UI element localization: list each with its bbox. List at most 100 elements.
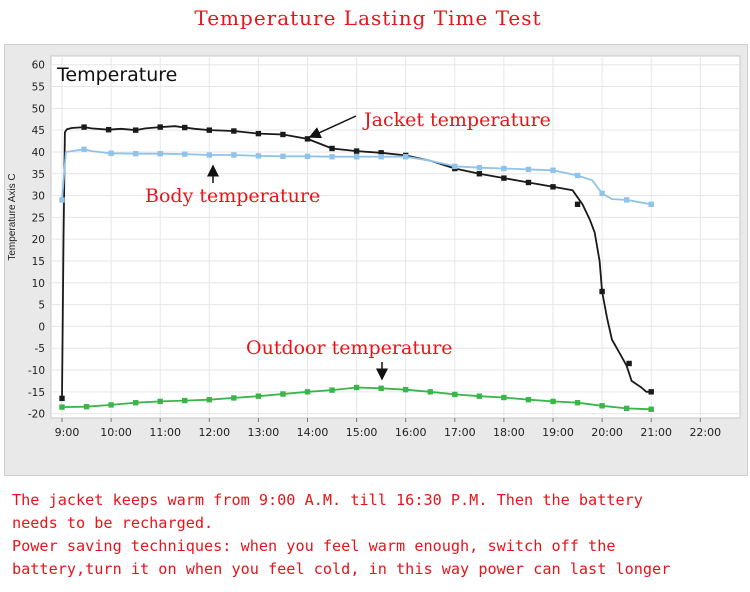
annotation-outdoor-temperature: Outdoor temperature	[246, 337, 453, 359]
outdoor-temperature-point	[231, 395, 237, 401]
y-tick-label: 50	[32, 103, 45, 115]
y-axis-label: Temperature Axis C	[7, 173, 18, 260]
body-temperature-point	[452, 163, 458, 170]
notes-block: The jacket keeps warm from 9:00 A.M. til…	[12, 489, 748, 581]
jacket-temperature-point	[157, 124, 163, 130]
body-temperature-point	[403, 154, 409, 160]
jacket-temperature-point	[574, 201, 581, 207]
annotation-jacket-temperature: Jacket temperature	[362, 109, 551, 131]
notes-line-2: needs to be recharged.	[12, 514, 214, 532]
outdoor-temperature-point	[329, 387, 335, 393]
outdoor-temperature-point	[648, 406, 654, 412]
notes-line-3: Power saving techniques: when you feel w…	[12, 537, 616, 555]
y-tick-label: 60	[32, 60, 45, 72]
annotation-body-temperature: Body temperature	[145, 185, 320, 207]
body-temperature-point	[329, 154, 335, 160]
x-tick-label: 15:00	[346, 426, 378, 439]
jacket-temperature-point	[501, 175, 507, 181]
y-tick-label: 10	[32, 278, 45, 290]
jacket-temperature-point	[648, 389, 654, 395]
outdoor-temperature-point	[452, 391, 458, 398]
jacket-temperature-point	[206, 127, 212, 133]
outdoor-temperature-point	[403, 386, 409, 393]
outdoor-temperature-point	[59, 404, 65, 410]
jacket-temperature-point	[59, 395, 65, 402]
jacket-temperature-point	[280, 131, 286, 138]
chart-title: Temperature	[56, 64, 177, 86]
outdoor-temperature-point	[108, 402, 114, 408]
outdoor-temperature-point	[280, 391, 286, 397]
outdoor-temperature-point	[525, 396, 532, 403]
body-temperature-point	[206, 152, 212, 158]
body-temperature-point	[501, 165, 507, 172]
x-tick-label: 18:00	[493, 426, 525, 439]
body-temperature-point	[623, 197, 630, 203]
y-tick-label: 25	[32, 212, 45, 224]
outdoor-temperature-point	[378, 385, 384, 392]
body-temperature-point	[59, 197, 65, 203]
body-temperature-point	[157, 150, 163, 157]
jacket-temperature-point	[550, 184, 556, 190]
x-tick-label: 9:00	[55, 426, 80, 439]
y-tick-label: 45	[32, 125, 45, 137]
jacket-temperature-point	[182, 124, 188, 131]
jacket-temperature-point	[599, 288, 605, 295]
outdoor-temperature-point	[132, 400, 139, 406]
y-tick-label: 20	[32, 234, 45, 246]
outdoor-temperature-point	[599, 403, 605, 409]
jacket-temperature-point	[378, 150, 384, 156]
y-tick-label: -10	[28, 365, 45, 377]
jacket-temperature-point	[81, 124, 87, 130]
outdoor-temperature-point	[206, 396, 212, 403]
jacket-temperature-point	[304, 136, 311, 142]
x-tick-label: 11:00	[149, 426, 181, 439]
y-tick-label: -15	[28, 387, 45, 399]
body-temperature-point	[648, 201, 654, 207]
body-temperature-point	[81, 146, 87, 153]
jacket-temperature-point	[353, 148, 360, 154]
y-tick-label: 35	[32, 169, 45, 181]
body-temperature-point	[231, 152, 237, 158]
annotation-jacket-temperature-arrow	[308, 115, 357, 139]
y-tick-label: 30	[32, 191, 45, 203]
y-tick-label: -20	[28, 409, 45, 421]
x-tick-label: 12:00	[198, 426, 230, 439]
outdoor-temperature-point	[574, 400, 581, 406]
outdoor-temperature-point	[304, 389, 311, 395]
body-temperature-point	[353, 154, 360, 160]
y-tick-label: -5	[35, 343, 45, 355]
jacket-temperature-point	[132, 127, 139, 133]
body-temperature-point	[476, 164, 483, 171]
x-tick-label: 17:00	[444, 426, 476, 439]
body-temperature-point	[550, 167, 556, 173]
outdoor-temperature-point	[255, 393, 262, 399]
body-temperature-point	[574, 172, 581, 179]
page-title: Temperature Lasting Time Test	[194, 6, 542, 30]
outdoor-temperature-point	[353, 384, 360, 391]
outdoor-temperature-point	[550, 398, 556, 405]
jacket-temperature-point	[105, 127, 112, 133]
notes-line-1: The jacket keeps warm from 9:00 A.M. til…	[12, 491, 643, 509]
outdoor-temperature-point	[501, 394, 507, 401]
x-tick-label: 22:00	[689, 426, 721, 439]
outdoor-temperature-point	[476, 393, 483, 399]
jacket-temperature-point	[476, 171, 483, 177]
x-tick-label: 21:00	[640, 426, 672, 439]
body-temperature-point	[304, 153, 311, 160]
y-tick-label: 0	[38, 321, 45, 333]
outdoor-temperature-point	[83, 403, 90, 410]
y-tick-label: 40	[32, 147, 45, 159]
outdoor-temperature-point	[427, 389, 433, 395]
jacket-temperature-point	[255, 130, 262, 137]
outdoor-temperature-point	[182, 397, 188, 404]
body-temperature-point	[378, 154, 384, 160]
plot-area	[50, 55, 741, 419]
x-tick-label: 20:00	[591, 426, 623, 439]
x-tick-label: 16:00	[395, 426, 427, 439]
x-tick-label: 14:00	[297, 426, 329, 439]
x-tick-label: 19:00	[542, 426, 574, 439]
outdoor-temperature-point	[157, 398, 163, 405]
x-tick-label: 10:00	[100, 426, 132, 439]
body-temperature-point	[182, 151, 188, 157]
